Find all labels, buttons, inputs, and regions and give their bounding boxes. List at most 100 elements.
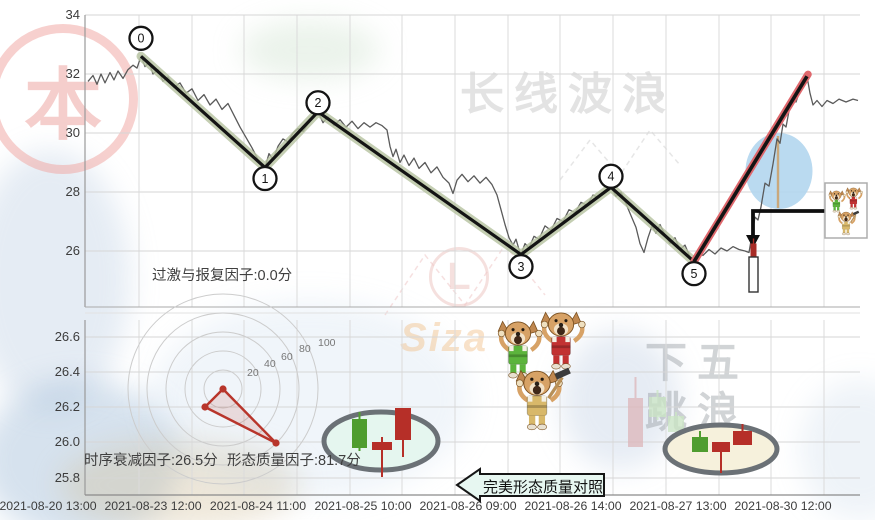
l-logo-watermark: L bbox=[429, 247, 489, 307]
dog-leg bbox=[519, 364, 526, 375]
candlestick bbox=[628, 377, 643, 447]
pivot-number: 1 bbox=[262, 172, 269, 186]
banner-arrow bbox=[455, 467, 605, 503]
pivot-number: 2 bbox=[315, 96, 322, 110]
dog-foot bbox=[551, 363, 561, 370]
dog-shirt bbox=[847, 221, 850, 224]
impulse-line-layer bbox=[690, 70, 812, 266]
pivot-markers: 0 1 2 3 4 5 bbox=[128, 25, 707, 287]
radar-vertex-dot bbox=[219, 385, 227, 393]
dog-paw bbox=[845, 190, 849, 194]
dog-mascot bbox=[540, 311, 586, 370]
pivot-circle bbox=[252, 165, 278, 192]
dog-shirt bbox=[565, 336, 570, 343]
dog-leg bbox=[538, 415, 546, 426]
stamp-char: 本 bbox=[23, 61, 102, 149]
candlestick bbox=[692, 431, 708, 452]
candlestick bbox=[352, 412, 367, 451]
dog-eye bbox=[854, 190, 856, 192]
hammer-head-icon bbox=[852, 210, 860, 216]
radar-ring bbox=[184, 350, 262, 428]
dog-paw bbox=[828, 193, 832, 197]
gray-dot bbox=[656, 91, 664, 99]
x-tick-label: 2021-08-26 09:00 bbox=[419, 499, 516, 513]
dog-leg bbox=[510, 364, 517, 375]
radar-polygon bbox=[203, 387, 278, 445]
x-tick-label: 2021-08-30 12:00 bbox=[734, 499, 831, 513]
y-tick-label: 26.2 bbox=[55, 399, 80, 414]
radar-vertex-dot bbox=[272, 439, 280, 447]
red-stamp-watermark: 本 bbox=[0, 24, 138, 174]
radar-ring bbox=[203, 369, 243, 409]
x-tick-label: 2021-08-24 11:00 bbox=[210, 499, 306, 513]
radar-tick-label: 20 bbox=[247, 367, 259, 379]
dog-mouth bbox=[532, 385, 542, 395]
dog-foot bbox=[508, 372, 518, 379]
dog-belt bbox=[842, 225, 850, 227]
dog-shirt bbox=[541, 395, 547, 402]
mini-red-candle bbox=[750, 243, 757, 258]
dog-paw bbox=[515, 379, 524, 388]
dog-nose bbox=[852, 191, 855, 194]
x-tick-label: 2021-08-26 14:00 bbox=[524, 499, 621, 513]
dog-nose bbox=[558, 322, 564, 328]
dog-foot bbox=[537, 423, 548, 431]
dog-belt bbox=[551, 345, 571, 349]
dog-leg bbox=[562, 355, 569, 366]
pivot-circle bbox=[598, 163, 624, 189]
dog-leg bbox=[833, 207, 836, 211]
dog-paw bbox=[497, 329, 506, 338]
y-tick-label: 26 bbox=[66, 243, 80, 258]
y-tick-label: 32 bbox=[66, 66, 80, 81]
pattern-quality-factor-label: 形态质量因子:81.7分 bbox=[227, 453, 361, 469]
pivot-number: 0 bbox=[138, 32, 145, 46]
candle-highlight-groups bbox=[321, 408, 780, 477]
dog-paw bbox=[540, 320, 549, 329]
x-tick-label: 2021-08-27 13:00 bbox=[629, 499, 726, 513]
pivot-circle bbox=[305, 90, 331, 116]
dog-shirt bbox=[842, 221, 845, 224]
time-decay-factor-label: 时序衰减因子:26.5分 bbox=[84, 453, 218, 469]
y-tick-label: 30 bbox=[66, 125, 80, 140]
dog-mascot bbox=[837, 210, 860, 236]
dog-eye bbox=[540, 377, 544, 381]
dashed-gray-zigzag bbox=[559, 128, 681, 181]
pivot-circle bbox=[128, 25, 154, 51]
dog-eye bbox=[530, 377, 534, 381]
dog-eye bbox=[850, 190, 853, 192]
dog-shirt bbox=[833, 199, 835, 203]
zigzag-line bbox=[139, 55, 696, 263]
pivot-number: 5 bbox=[691, 267, 698, 281]
y-tick-label: 25.8 bbox=[55, 470, 80, 485]
dog-foot bbox=[849, 207, 854, 210]
y-tick-label: 26.6 bbox=[55, 329, 80, 344]
dog-eye bbox=[521, 328, 525, 332]
hammer-handle-icon bbox=[849, 214, 857, 223]
dog-belt bbox=[832, 203, 840, 205]
dog-eye bbox=[843, 214, 845, 216]
dog-mascot bbox=[845, 187, 863, 210]
dog-mouth bbox=[844, 217, 848, 222]
faded-candles bbox=[628, 377, 684, 447]
dog-nose bbox=[845, 216, 847, 218]
dog-belt bbox=[849, 200, 857, 202]
grid-layer bbox=[84, 14, 860, 496]
dog-leg bbox=[854, 204, 857, 208]
perfect-pattern-banner-label: 完美形态质量对照 bbox=[483, 479, 604, 496]
decor-dashed-layer bbox=[384, 91, 681, 316]
banner-arrow-shape bbox=[455, 467, 605, 503]
dog-shirt bbox=[850, 196, 852, 200]
radar-tick-label: 40 bbox=[264, 358, 276, 370]
candlestick bbox=[395, 408, 411, 457]
pivot-circle bbox=[508, 253, 534, 280]
dog-belt bbox=[508, 354, 528, 358]
callout-arrow bbox=[746, 209, 826, 293]
radar-ring bbox=[165, 331, 281, 447]
l-logo-char: L bbox=[447, 255, 471, 298]
blue-ellipse-highlight bbox=[745, 133, 813, 209]
y-tick-label: 26.4 bbox=[55, 364, 80, 379]
dog-shirt bbox=[509, 345, 514, 352]
dog-foot bbox=[526, 423, 537, 431]
candlestick bbox=[733, 424, 752, 445]
impulse-line bbox=[692, 75, 809, 263]
